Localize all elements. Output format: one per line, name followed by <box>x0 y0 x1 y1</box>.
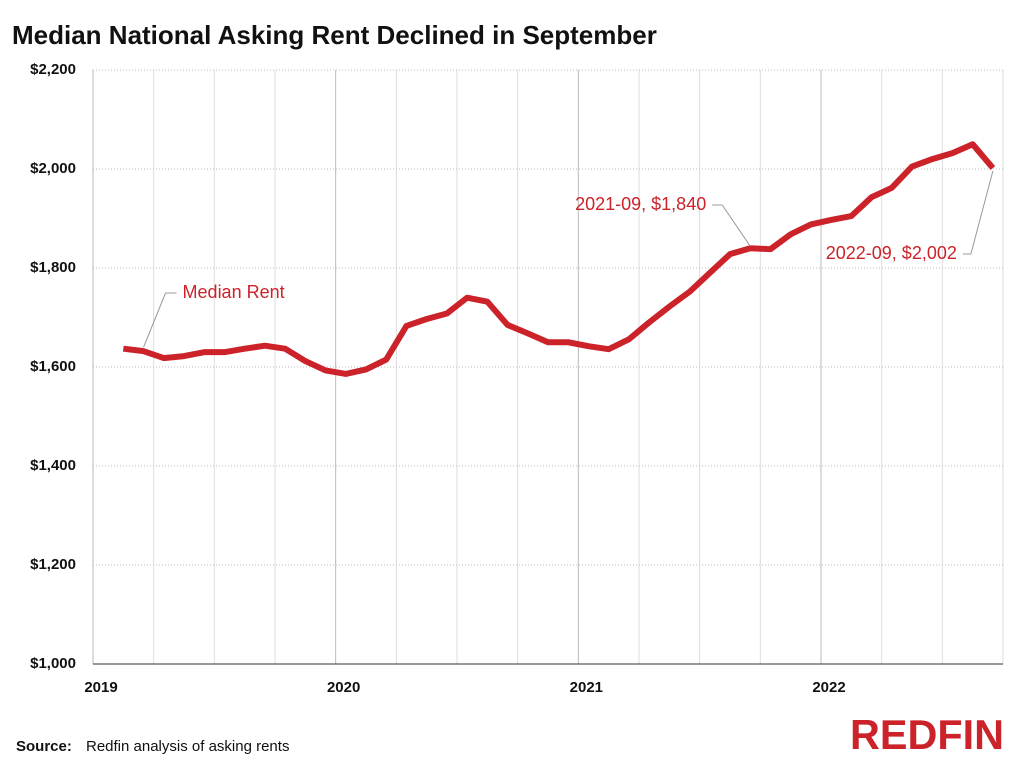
chart-title: Median National Asking Rent Declined in … <box>12 20 657 50</box>
y-tick-label: $1,400 <box>30 457 76 474</box>
series-label: Median Rent <box>183 282 285 302</box>
source: Redfin analysis of asking rents <box>86 738 289 755</box>
y-tick-label: $1,600 <box>30 358 76 375</box>
x-tick-label: 2021 <box>570 679 603 696</box>
annotation: 2021-09, $1,840 <box>575 194 706 214</box>
x-tick-label: 2019 <box>84 679 117 696</box>
logo: REDFIN <box>850 711 1004 758</box>
leader-line <box>970 170 994 255</box>
annotation: 2022-09, $2,002 <box>826 243 957 263</box>
y-tick-label: $2,200 <box>30 61 76 78</box>
y-tick-label: $1,800 <box>30 259 76 276</box>
x-tick-label: 2020 <box>327 679 360 696</box>
y-tick-label: $1,200 <box>30 556 76 573</box>
line-series <box>122 141 996 377</box>
leader-line <box>721 204 751 247</box>
y-tick-label: $2,000 <box>30 160 76 177</box>
x-tick-label: 2022 <box>812 679 845 696</box>
leader-line <box>143 292 167 348</box>
y-tick-label: $1,000 <box>30 655 76 672</box>
source-label: Source: <box>16 738 72 755</box>
